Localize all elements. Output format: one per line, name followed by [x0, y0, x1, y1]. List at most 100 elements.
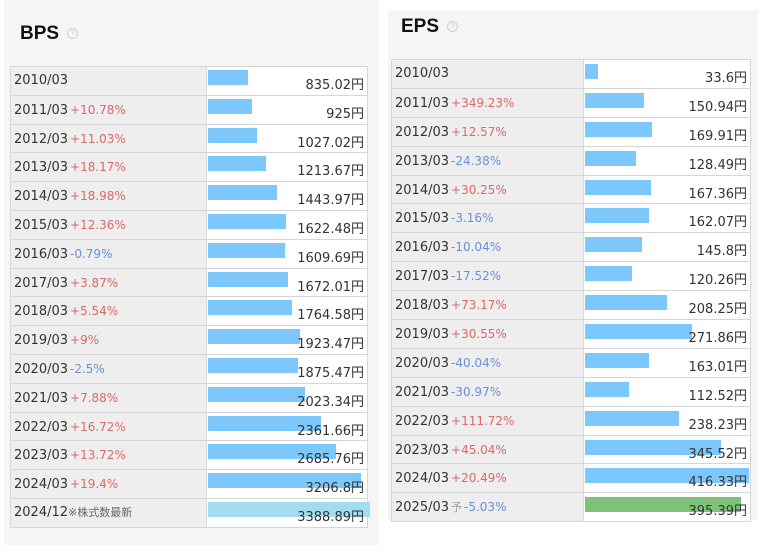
change-percent: -10.04% — [451, 240, 502, 255]
period-label: 2020/03 -2.5% — [11, 354, 207, 383]
value-bar — [208, 185, 278, 201]
table-row: 2013/03 +18.17% 1213.67円 — [11, 153, 368, 183]
period-label: 2019/03 +9% — [11, 326, 207, 354]
value-cell: 1027.02円 — [207, 124, 367, 153]
period-text: 2020/03 — [14, 361, 69, 377]
value-bar — [208, 156, 267, 172]
period-text: 2013/03 — [14, 160, 69, 176]
value-label: 1764.58円 — [297, 308, 364, 324]
table-row: 2023/03 +13.72% 2685.76円 — [11, 441, 368, 471]
change-percent: -30.97% — [451, 384, 502, 399]
period-label: 2025/03 予 -5.03% — [392, 493, 584, 522]
change-percent: -5.03% — [464, 500, 507, 515]
change-percent: +18.17% — [70, 160, 126, 175]
period-label: 2010/03 — [11, 67, 207, 95]
value-cell: 208.25円 — [584, 291, 750, 320]
period-label: 2017/03 +3.87% — [11, 268, 207, 297]
period-label: 2014/03 +30.25% — [392, 175, 584, 204]
value-bar — [585, 150, 636, 166]
value-cell: 2685.76円 — [207, 441, 367, 470]
value-label: 2361.66円 — [297, 423, 364, 439]
value-cell: 162.07円 — [584, 204, 750, 233]
value-bar — [585, 64, 599, 79]
value-bar — [208, 415, 321, 431]
change-percent: +13.72% — [70, 448, 126, 463]
value-bar — [585, 497, 741, 513]
table-row: 2020/03 -2.5% 1875.47円 — [11, 354, 368, 384]
period-label: 2016/03 -10.04% — [392, 233, 584, 262]
table-row: 2017/03 -17.52% 120.26円 — [392, 262, 751, 292]
period-text: 2010/03 — [395, 66, 450, 81]
change-percent: -40.04% — [451, 355, 502, 370]
latest-note: ※株式数最新 — [68, 505, 133, 519]
value-bar — [585, 208, 649, 224]
table-row: 2010/03 33.6円 — [392, 60, 751, 89]
value-cell: 1213.67円 — [207, 153, 367, 182]
period-label: 2016/03 -0.79% — [11, 239, 207, 268]
change-percent: +7.88% — [70, 390, 119, 405]
value-label: 1672.01円 — [297, 279, 364, 295]
period-label: 2021/03 -30.97% — [392, 377, 584, 406]
forecast-mark: 予 — [451, 501, 463, 515]
value-label: 33.6円 — [705, 71, 747, 86]
change-percent: +111.72% — [451, 413, 515, 428]
table-row: 2024/12※株式数最新 3388.89円 — [11, 498, 370, 528]
table-row: 2014/03 +18.98% 1443.97円 — [11, 182, 368, 211]
table-row: 2019/03 +9% 1923.47円 — [11, 326, 368, 355]
value-label: 163.01円 — [688, 359, 748, 375]
table-row: 2017/03 +3.87% 1672.01円 — [11, 268, 368, 298]
period-label: 2014/03 +18.98% — [11, 182, 207, 210]
value-cell: 2023.34円 — [207, 383, 367, 412]
period-label: 2010/03 — [392, 60, 584, 88]
value-cell: 3388.89円 — [207, 498, 370, 527]
help-icon[interactable]: ? — [67, 28, 79, 40]
change-percent: +11.03% — [70, 131, 126, 146]
eps-title: EPS? — [401, 16, 459, 38]
period-text: 2016/03 — [395, 240, 450, 256]
value-bar — [208, 501, 370, 517]
help-icon[interactable]: ? — [447, 21, 459, 33]
value-label: 416.33円 — [688, 475, 748, 491]
change-percent: -0.79% — [70, 246, 113, 261]
table-row: 2024/03 +19.4% 3206.8円 — [11, 470, 368, 499]
period-text: 2018/03 — [395, 298, 450, 314]
period-text: 2017/03 — [14, 275, 69, 291]
value-label: 120.26円 — [688, 273, 748, 289]
period-text: 2024/03 — [14, 477, 69, 493]
value-label: 1923.47円 — [297, 337, 364, 353]
value-cell: 416.33円 — [584, 464, 750, 493]
value-bar — [585, 295, 668, 311]
table-row: 2018/03 +73.17% 208.25円 — [392, 291, 751, 321]
table-row: 2012/03 +11.03% 1027.02円 — [11, 124, 368, 154]
period-text: 2021/03 — [14, 390, 69, 406]
period-text: 2010/03 — [14, 73, 69, 88]
period-label: 2015/03 -3.16% — [392, 204, 584, 233]
value-label: 271.86円 — [688, 331, 748, 347]
period-text: 2020/03 — [395, 355, 450, 371]
value-label: 169.91円 — [688, 128, 748, 144]
period-text: 2025/03 — [395, 500, 450, 516]
table-row: 2015/03 +12.36% 1622.48円 — [11, 210, 368, 240]
value-label: 925円 — [326, 106, 364, 122]
change-percent: +12.36% — [70, 217, 126, 232]
value-bar — [585, 92, 645, 108]
value-bar — [208, 444, 337, 460]
period-text: 2016/03 — [14, 246, 69, 262]
change-percent: +30.55% — [451, 327, 507, 342]
value-label: 1609.69円 — [297, 250, 364, 266]
value-cell: 238.23円 — [584, 406, 750, 435]
period-label: 2019/03 +30.55% — [392, 320, 584, 348]
period-label: 2020/03 -40.04% — [392, 348, 584, 377]
value-cell: 1443.97円 — [207, 182, 367, 210]
period-label: 2023/03 +45.04% — [392, 435, 584, 464]
table-row: 2015/03 -3.16% 162.07円 — [392, 204, 751, 234]
value-cell: 1672.01円 — [207, 268, 367, 297]
value-label: 835.02円 — [305, 78, 365, 93]
value-label: 2685.76円 — [297, 452, 364, 468]
table-row: 2016/03 -10.04% 145.8円 — [392, 233, 751, 263]
table-row: 2022/03 +111.72% 238.23円 — [392, 406, 751, 436]
value-bar — [208, 98, 253, 114]
change-percent: +73.17% — [451, 298, 507, 313]
period-text: 2017/03 — [395, 269, 450, 285]
period-label: 2013/03 +18.17% — [11, 153, 207, 182]
